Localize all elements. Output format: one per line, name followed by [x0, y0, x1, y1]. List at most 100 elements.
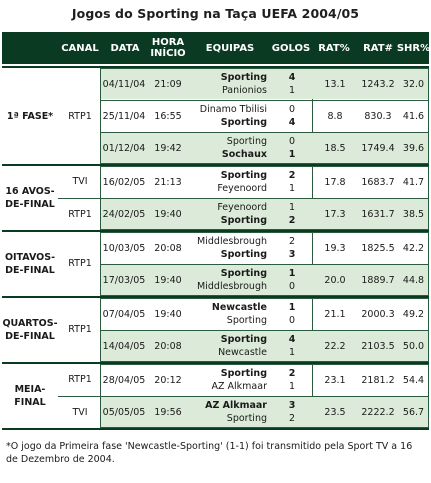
- header-rat-num: RAT#: [363, 42, 393, 54]
- team-1: Middlesbrough: [197, 236, 267, 247]
- rat-pct: 17.3: [324, 208, 346, 220]
- match-time: 20:08: [154, 242, 182, 254]
- match-teams: Middlesbrough Sporting: [189, 233, 271, 263]
- team-1: Sporting: [220, 368, 267, 379]
- header-canal: CANAL: [61, 42, 99, 54]
- header-shr-pct: SHR%: [396, 42, 431, 54]
- rat-pct: 13.1: [324, 78, 346, 90]
- rat-pct: 8.8: [327, 110, 343, 122]
- table-header: CANAL DATA HORA INÍCIO EQUIPAS GOLOS RAT…: [2, 32, 431, 64]
- match-time: 19:40: [154, 274, 182, 286]
- stage-group-oitavos: OITAVOS- DE-FINAL RTP1 10/03/05 20:08 Mi…: [2, 230, 429, 296]
- rat-pct: 21.1: [324, 308, 346, 320]
- canal-divider: [58, 396, 101, 397]
- goals-2: 1: [288, 149, 296, 160]
- goals-2: 1: [288, 85, 296, 96]
- match-date: 05/05/05: [102, 406, 146, 418]
- goals-2: 1: [288, 183, 296, 194]
- rat-pct: 22.2: [324, 340, 346, 352]
- rat-num: 830.3: [364, 110, 392, 122]
- match-goals: 1 2: [272, 199, 312, 229]
- shr-pct: 41.7: [402, 176, 425, 188]
- match-goals: 0 4: [272, 101, 312, 131]
- shr-pct: 44.8: [402, 274, 425, 286]
- team-2: Newcastle: [218, 347, 267, 358]
- match-row: 10/03/05 20:08 Middlesbrough Sporting 2 …: [101, 233, 428, 263]
- match-time: 21:13: [154, 176, 182, 188]
- goals-1: 2: [288, 368, 296, 379]
- match-date: 10/03/05: [102, 242, 146, 254]
- match-time: 20:08: [154, 340, 182, 352]
- stage-group-1a-fase: 1ª FASE* RTP1 04/11/04 21:09 Sporting Pa…: [2, 66, 429, 164]
- row-divider: [101, 264, 428, 265]
- row-divider: [101, 100, 428, 101]
- page-title: Jogos do Sporting na Taça UEFA 2004/05: [71, 6, 360, 21]
- team-2: Middlesbrough: [197, 281, 267, 292]
- rat-pct: 17.8: [324, 176, 346, 188]
- shr-pct: 49.2: [402, 308, 425, 320]
- stage-label: MEIA- FINAL: [14, 384, 46, 408]
- match-row: 01/12/04 19:42 Sporting Sochaux 0 1 18.5…: [101, 133, 428, 163]
- team-1: Sporting: [220, 334, 267, 345]
- stage-group-quartos: QUARTOS- DE-FINAL RTP1 07/04/05 19:40 Ne…: [2, 296, 429, 362]
- match-row: 04/11/04 21:09 Sporting Panionios 4 1 13…: [101, 69, 428, 99]
- rat-pct: 19.3: [324, 242, 346, 254]
- goals-2: 0: [288, 315, 296, 326]
- goals-2: 0: [288, 281, 296, 292]
- match-date: 14/04/05: [102, 340, 146, 352]
- match-row: 17/03/05 19:40 Sporting Middlesbrough 1 …: [101, 265, 428, 295]
- goals-1: 2: [288, 236, 296, 247]
- goals-2: 2: [288, 215, 296, 226]
- rat-num: 1683.7: [361, 176, 395, 188]
- rat-num: 2103.5: [361, 340, 395, 352]
- stage-group-meia-final: MEIA- FINAL RTP1 TVI 28/04/05 20:12 Spor…: [2, 362, 429, 428]
- team-2: Feyenoord: [217, 183, 267, 194]
- match-goals: 1 0: [272, 299, 312, 329]
- header-rat-pct: RAT%: [318, 42, 350, 54]
- match-teams: AZ Alkmaar Sporting: [189, 397, 271, 427]
- team-1: Feyenoord: [217, 202, 267, 213]
- canal-label: TVI: [72, 407, 88, 418]
- stage-group-16-avos: 16 AVOS- DE-FINAL TVI RTP1 16/02/05 21:1…: [2, 164, 429, 230]
- stats-box: [312, 68, 429, 164]
- team-2: Sporting: [220, 249, 267, 260]
- team-2: Sporting: [226, 315, 267, 326]
- rat-pct: 20.0: [324, 274, 346, 286]
- match-date: 17/03/05: [102, 274, 146, 286]
- match-row: 14/04/05 20:08 Sporting Newcastle 4 1 22…: [101, 331, 428, 361]
- rat-num: 2000.3: [361, 308, 395, 320]
- shr-pct: 39.6: [402, 142, 425, 154]
- match-date: 24/02/05: [102, 208, 146, 220]
- match-time: 19:42: [154, 142, 182, 154]
- team-1: Dinamo Tbilisi: [199, 104, 267, 115]
- match-teams: Sporting Newcastle: [189, 331, 271, 361]
- match-date: 04/11/04: [102, 78, 146, 90]
- rat-num: 1243.2: [361, 78, 395, 90]
- goals-2: 4: [288, 117, 296, 128]
- match-time: 19:40: [154, 208, 182, 220]
- match-goals: 2 1: [272, 365, 312, 395]
- match-goals: 4 1: [272, 331, 312, 361]
- shr-pct: 42.2: [402, 242, 425, 254]
- row-divider: [101, 396, 428, 397]
- goals-1: 0: [288, 136, 296, 147]
- match-time: 21:09: [154, 78, 182, 90]
- goals-2: 1: [288, 381, 296, 392]
- row-divider: [101, 132, 428, 133]
- canal-divider: [58, 198, 101, 199]
- team-1: Sporting: [220, 268, 267, 279]
- rat-num: 2181.2: [361, 374, 395, 386]
- canal-label: TVI: [72, 176, 88, 187]
- stage-label: OITAVOS- DE-FINAL: [4, 252, 56, 276]
- goals-2: 1: [288, 347, 296, 358]
- match-row: 07/04/05 19:40 Newcastle Sporting 1 0 21…: [101, 299, 428, 329]
- team-1: AZ Alkmaar: [205, 400, 267, 411]
- match-row: 24/02/05 19:40 Feyenoord Sporting 1 2 17…: [101, 199, 428, 229]
- match-teams: Sporting Feyenoord: [189, 167, 271, 197]
- match-goals: 2 3: [272, 233, 312, 263]
- match-date: 07/04/05: [102, 308, 146, 320]
- match-date: 01/12/04: [102, 142, 146, 154]
- goals-2: 3: [288, 249, 296, 260]
- team-1: Sporting: [226, 136, 267, 147]
- rat-num: 1749.4: [361, 142, 395, 154]
